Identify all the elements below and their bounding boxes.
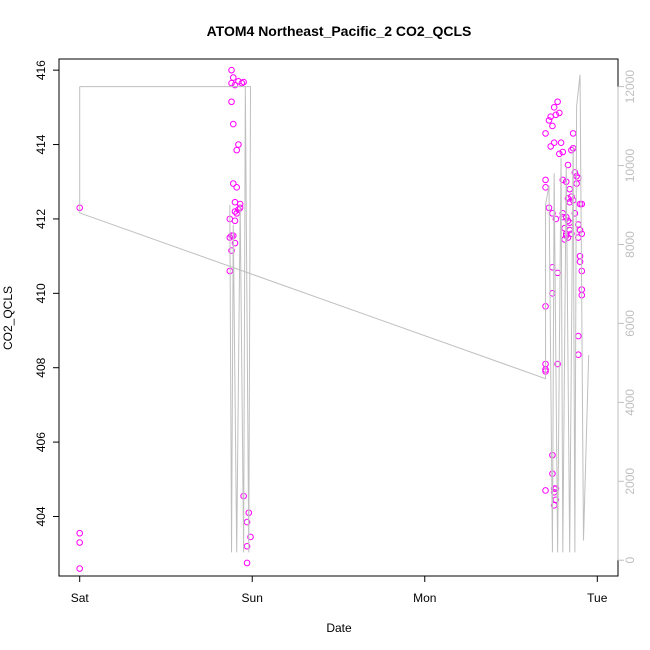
co2-point-0-16 [233, 184, 241, 191]
y2-tick-label-6: 12000 [623, 70, 637, 104]
co2-point-1-56 [576, 252, 584, 260]
co2-point-1-19 [571, 169, 579, 176]
co2-point-0-5 [229, 74, 237, 81]
co2-point-0-6 [228, 79, 235, 87]
co2-point-0-22 [233, 210, 241, 217]
y2-tick-label-5: 10000 [623, 149, 637, 183]
y-tick-label-2: 408 [34, 357, 48, 377]
co2-point-0-4 [228, 66, 235, 74]
co2-point-1-65 [575, 332, 582, 340]
co2-point-1-71 [542, 487, 549, 494]
y-tick-label-3: 410 [34, 283, 48, 303]
x-axis-label: Date [326, 621, 352, 635]
co2-point-0-29 [228, 247, 235, 254]
y-axis-label: CO2_QCLS [1, 286, 15, 350]
x-tick-label-1: Sun [242, 591, 263, 605]
co2-point-1-6 [552, 111, 560, 119]
co2-point-0-9 [238, 79, 246, 87]
co2-point-0-11 [228, 98, 235, 106]
co2-point-1-10 [557, 139, 565, 146]
co2-point-1-43 [578, 230, 586, 238]
co2-point-1-13 [564, 161, 572, 169]
chart-title: ATOM4 Northeast_Pacific_2 CO2_QCLS [207, 23, 472, 39]
co2-point-0-20 [235, 206, 242, 213]
co2-point-0-13 [235, 141, 242, 148]
x-tick-label-2: Mon [413, 591, 436, 605]
co2-point-1-23 [566, 185, 573, 193]
y2-tick-label-2: 4000 [623, 389, 637, 416]
y2-tick-label-1: 2000 [623, 468, 637, 495]
co2-point-1-11 [556, 150, 563, 158]
co2-point-1-52 [549, 263, 556, 271]
co2-point-1-4 [547, 143, 555, 150]
co2-point-1-42 [576, 226, 584, 234]
co2-point-1-3 [549, 122, 556, 130]
co2-point-0-34 [247, 533, 254, 541]
co2-point-1-8 [556, 109, 563, 117]
co2-point-0-7 [231, 81, 239, 89]
y-tick-label-5: 414 [34, 134, 48, 154]
y-tick-label-0: 404 [34, 506, 48, 526]
co2-point-1-16 [568, 146, 575, 154]
y2-tick-label-0: 0 [623, 557, 637, 564]
co2-point-0-28 [231, 239, 239, 247]
y-tick-label-1: 406 [34, 432, 48, 452]
co2-point-0-21 [231, 208, 239, 215]
co2-point-1-9 [550, 104, 558, 111]
co2-point-1-66 [575, 351, 582, 358]
co2-point-1-47 [542, 176, 549, 184]
co2-point-1-7 [554, 98, 561, 106]
right-axis-series-line-2 [79, 74, 590, 553]
co2-point-0-35 [243, 542, 251, 550]
co2-point-1-57 [576, 258, 584, 266]
co2-point-1-17 [569, 130, 577, 137]
co2-point-1-2 [545, 117, 553, 124]
co2-point-1-12 [559, 148, 567, 156]
y2-tick-label-3: 6000 [623, 310, 637, 337]
co2-point-0-1 [76, 529, 83, 537]
co2-point-0-36 [243, 559, 251, 567]
co2-point-1-5 [550, 139, 558, 146]
co2-point-1-15 [559, 176, 567, 184]
co2-point-0-15 [229, 180, 237, 187]
y-tick-label-4: 412 [34, 209, 48, 229]
y2-tick-label-4: 8000 [623, 231, 637, 258]
co2-point-0-3 [76, 565, 83, 572]
co2-point-1-40 [568, 230, 575, 238]
right-axis-series-line-3 [79, 86, 252, 553]
x-tick-label-0: Sat [71, 591, 90, 605]
co2-point-0-2 [76, 539, 83, 546]
co2-point-1-64 [554, 360, 561, 368]
co2-point-1-51 [552, 215, 560, 223]
co2-point-0-12 [229, 120, 237, 128]
co2-point-1-32 [564, 217, 572, 225]
co2-point-0-24 [231, 217, 239, 225]
co2-point-1-48 [542, 184, 549, 191]
co2-point-0-10 [240, 78, 247, 86]
co2-point-0-33 [243, 518, 251, 526]
plot-frame [58, 58, 619, 577]
y-tick-label-6: 416 [34, 60, 48, 80]
x-tick-label-3: Tue [587, 591, 608, 605]
co2-point-0-14 [233, 146, 241, 154]
co2-point-1-0 [542, 130, 549, 137]
co2-point-1-46 [578, 200, 586, 208]
